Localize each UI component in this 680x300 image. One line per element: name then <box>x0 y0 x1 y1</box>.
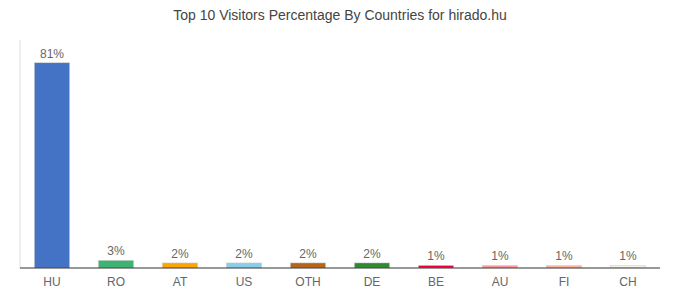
bar <box>290 263 325 268</box>
x-tick-label: RO <box>107 275 125 289</box>
x-tick-label: BE <box>428 275 444 289</box>
data-label: 1% <box>427 249 445 263</box>
x-tick-label: CH <box>619 275 636 289</box>
bar <box>226 263 261 268</box>
x-tick-label: AU <box>492 275 509 289</box>
y-range-line <box>20 40 21 268</box>
data-label: 81% <box>40 47 64 61</box>
data-label: 2% <box>235 247 253 261</box>
x-tick-label: FI <box>559 275 570 289</box>
x-tick-label: OTH <box>295 275 320 289</box>
x-tick-label: AT <box>173 275 188 289</box>
x-tick-label: DE <box>364 275 381 289</box>
data-label: 3% <box>107 244 125 258</box>
data-label: 1% <box>555 249 573 263</box>
bar <box>34 63 69 268</box>
x-tick-label: HU <box>43 275 60 289</box>
data-label: 2% <box>299 247 317 261</box>
chart-container: Top 10 Visitors Percentage By Countries … <box>0 0 680 300</box>
data-label: 1% <box>491 249 509 263</box>
bars <box>34 63 645 268</box>
bar <box>98 260 133 268</box>
bar <box>354 263 389 268</box>
bar <box>162 263 197 268</box>
data-label: 2% <box>171 247 189 261</box>
x-axis-line <box>20 268 660 269</box>
x-tick-label: US <box>236 275 253 289</box>
data-label: 1% <box>619 249 637 263</box>
chart: Top 10 Visitors Percentage By Countries … <box>0 0 680 300</box>
data-label: 2% <box>363 247 381 261</box>
title: Top 10 Visitors Percentage By Countries … <box>173 7 507 23</box>
